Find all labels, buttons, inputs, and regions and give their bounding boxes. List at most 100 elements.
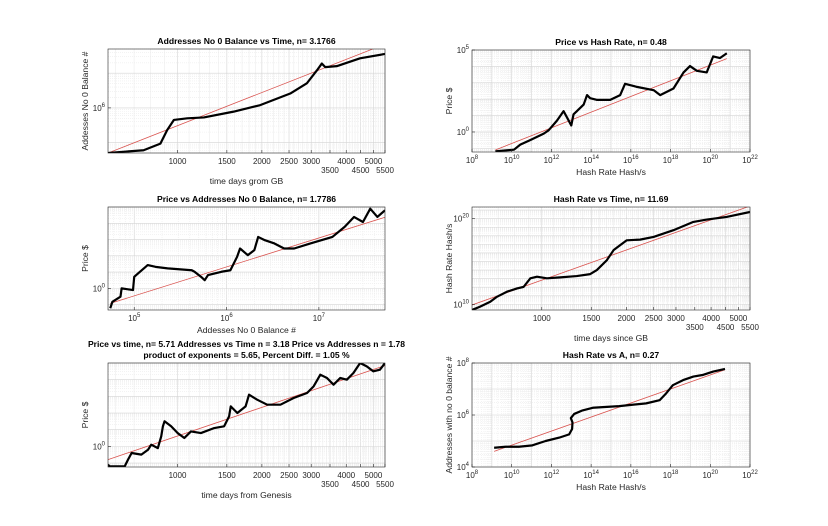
x-tick-label: 107	[313, 313, 326, 323]
tick-base: 10	[583, 156, 592, 165]
x-tick-label: 1018	[663, 470, 679, 480]
y-tick-label: 1020	[453, 214, 469, 224]
tick-exponent: 4	[466, 462, 470, 468]
y-tick-label: 108	[457, 358, 470, 368]
subplot-6: 108 1010 1012 1014 1016 1018 1020 1022104106108…	[444, 350, 758, 492]
y-axis-label: Price $	[80, 401, 90, 428]
x-tick-label: 1500	[582, 314, 600, 323]
tick-exponent: 16	[632, 155, 639, 161]
data-series	[495, 52, 728, 152]
grid	[108, 206, 385, 310]
y-axis-label: Addresses with no 0 balance #	[444, 356, 454, 473]
tick-base: 10	[583, 471, 592, 480]
data-series	[108, 363, 385, 467]
x-tick-label: 2000	[253, 471, 271, 480]
fit-line	[108, 365, 385, 461]
x-tick-label: 5000	[365, 471, 383, 480]
y-tick-label: 104	[457, 462, 470, 472]
y-axis-label: Price $	[80, 245, 90, 272]
x-tick-label: 2500	[645, 314, 663, 323]
x-tick-label: 4000	[337, 471, 355, 480]
x-tick-label: 1014	[583, 470, 599, 480]
x-axis-label: Addesses No 0 Balance #	[197, 325, 296, 335]
tick-exponent: 6	[229, 313, 233, 319]
x-tick-label: 1500	[218, 471, 236, 480]
x-tick-label: 5500	[741, 323, 759, 332]
x-tick-label: 1010	[504, 155, 520, 165]
tick-base: 10	[504, 156, 513, 165]
tick-exponent: 6	[466, 410, 470, 416]
tick-exponent: 0	[102, 283, 106, 289]
tick-exponent: 7	[322, 313, 326, 319]
tick-exponent: 5	[466, 45, 470, 51]
tick-exponent: 5	[137, 313, 141, 319]
x-tick-label: 3500	[686, 323, 704, 332]
x-tick-label: 2500	[280, 157, 298, 166]
x-tick-label: 108	[466, 470, 479, 480]
x-tick-label: 1010	[504, 470, 520, 480]
tick-base: 10	[742, 471, 751, 480]
tick-base: 10	[544, 156, 553, 165]
y-tick-label: 106	[457, 410, 470, 420]
tick-base: 10	[466, 156, 475, 165]
x-tick-label: 1012	[544, 470, 560, 480]
tick-exponent: 12	[553, 470, 560, 476]
tick-exponent: 0	[102, 441, 106, 447]
chart-title: Price vs Addresses No 0 Balance, n= 1.77…	[157, 194, 336, 204]
tick-base: 10	[663, 471, 672, 480]
tick-base: 10	[466, 471, 475, 480]
tick-base: 10	[93, 442, 102, 451]
tick-base: 10	[457, 46, 466, 55]
tick-base: 10	[313, 314, 322, 323]
x-tick-label: 1016	[623, 470, 639, 480]
axes-box	[471, 49, 751, 153]
x-tick-label: 4000	[337, 157, 355, 166]
axes-box	[107, 48, 386, 154]
chart-title: Price vs Hash Rate, n= 0.48	[555, 37, 667, 47]
tick-exponent: 12	[553, 155, 560, 161]
x-tick-label: 3000	[667, 314, 685, 323]
tick-base: 10	[457, 128, 466, 137]
tick-exponent: 20	[462, 214, 469, 220]
tick-exponent: 18	[672, 155, 679, 161]
x-axis-label: time days since GB	[574, 333, 648, 343]
x-tick-label: 1020	[702, 470, 718, 480]
tick-base: 10	[544, 471, 553, 480]
y-tick-label: 1010	[453, 299, 469, 309]
y-tick-label: 100	[93, 283, 106, 293]
tick-exponent: 8	[466, 358, 470, 364]
tick-base: 10	[457, 359, 466, 368]
tick-exponent: 20	[711, 470, 718, 476]
tick-exponent: 10	[513, 155, 520, 161]
axes-box	[471, 206, 751, 311]
tick-exponent: 8	[475, 470, 479, 476]
tick-base: 10	[702, 156, 711, 165]
y-axis-label: Addesses No 0 Balance #	[80, 51, 90, 150]
x-tick-label: 5000	[729, 314, 747, 323]
fit-line	[493, 369, 726, 452]
tick-exponent: 6	[102, 103, 106, 109]
plot-area	[472, 207, 750, 310]
x-tick-label: 1000	[169, 157, 187, 166]
x-tick-label: 1018	[663, 155, 679, 165]
tick-base: 10	[457, 411, 466, 420]
chart-title: Addresses No 0 Balance vs Time, n= 3.176…	[157, 36, 335, 46]
tick-base: 10	[504, 471, 513, 480]
x-tick-label: 1012	[544, 155, 560, 165]
x-axis-label: time days grom GB	[210, 176, 284, 186]
subplot-1: 1000 1500 2000 2500 300035004000450050005500…	[80, 36, 394, 186]
x-tick-label: 3000	[302, 157, 320, 166]
y-axis-label: Hash Rate Hash/s	[444, 224, 454, 294]
x-tick-label: 2500	[280, 471, 298, 480]
tick-base: 10	[623, 471, 632, 480]
x-tick-label: 1000	[169, 471, 187, 480]
tick-base: 10	[663, 156, 672, 165]
x-tick-label: 3000	[302, 471, 320, 480]
data-series	[109, 207, 385, 309]
data-series	[494, 367, 726, 449]
tick-exponent: 16	[632, 470, 639, 476]
tick-base: 10	[220, 314, 229, 323]
grid	[471, 362, 751, 468]
grid	[472, 207, 751, 310]
